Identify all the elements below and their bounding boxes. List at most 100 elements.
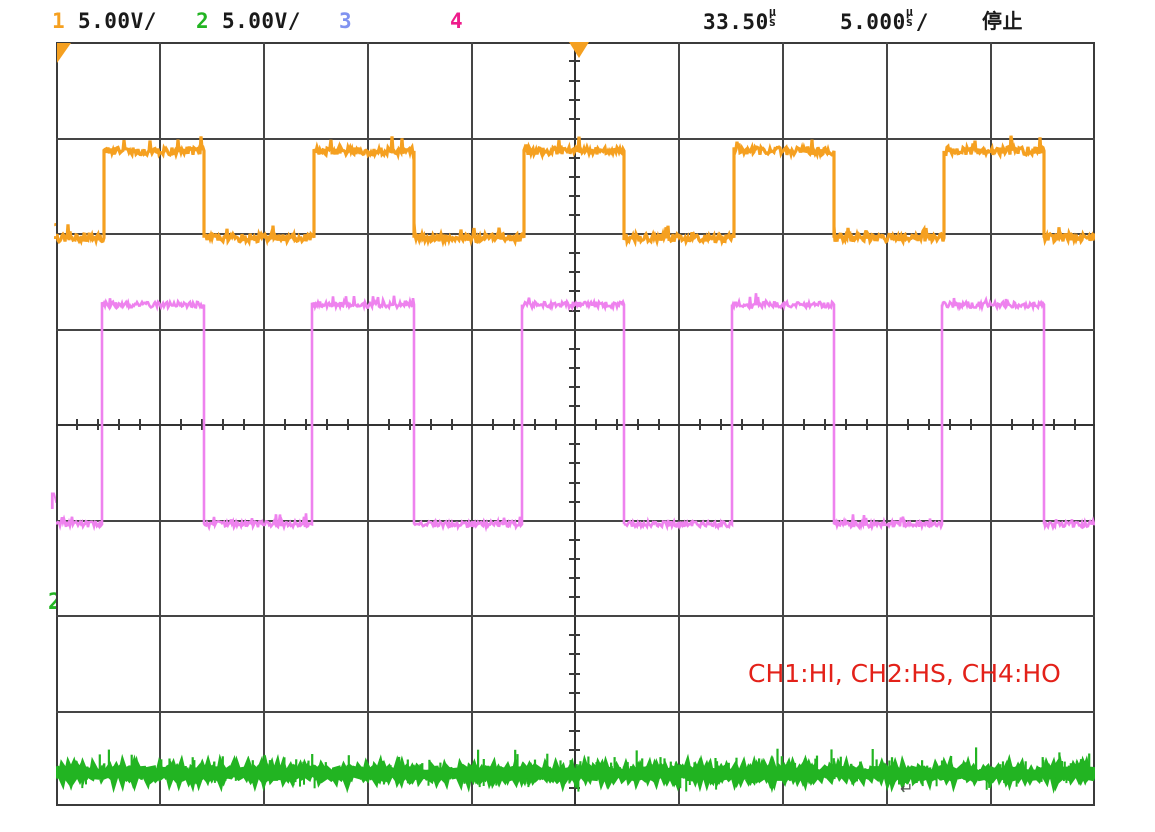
grid-tick-h — [907, 419, 909, 430]
grid-hline-center — [56, 424, 1095, 426]
grid-tick-h — [1032, 419, 1034, 430]
grid-tick-h — [347, 419, 349, 430]
acquisition-state-label[interactable]: 停止 — [982, 9, 1023, 33]
timebase-readout[interactable]: 5.000 μ s / — [840, 5, 929, 34]
grid-tick-h — [741, 419, 743, 430]
grid-tick-h — [222, 419, 224, 430]
grid-tick-h — [1011, 419, 1013, 430]
grid-tick-v — [569, 443, 580, 445]
ch2-trace[interactable] — [56, 747, 1095, 794]
grid-tick-h — [451, 419, 453, 430]
grid-tick-v — [569, 558, 580, 560]
grid-tick-h — [866, 419, 868, 430]
grid-tick-h — [555, 419, 557, 430]
grid-tick-h — [616, 419, 618, 430]
grid-tick-h — [409, 419, 411, 430]
grid-hline — [56, 138, 1095, 140]
ch2-number-label[interactable]: 2 — [196, 9, 210, 33]
grid-tick-h — [824, 419, 826, 430]
grid-tick-h — [492, 419, 494, 430]
grid-tick-h — [637, 419, 639, 430]
grid-tick-v — [569, 673, 580, 675]
per-division-slash: / — [915, 10, 929, 34]
grid-tick-v — [569, 99, 580, 101]
trigger-offset-corner-icon — [57, 43, 71, 63]
grid-hline — [56, 615, 1095, 617]
grid-tick-h — [1074, 419, 1076, 430]
grid-tick-v — [569, 214, 580, 216]
grid-tick-v — [569, 290, 580, 292]
grid-tick-v — [569, 195, 580, 197]
grid-tick-v — [569, 176, 580, 178]
grid-tick-v — [569, 310, 580, 312]
grid-tick-h — [118, 419, 120, 430]
grid-hline — [56, 233, 1095, 235]
grid-tick-v — [569, 386, 580, 388]
grid-tick-h — [658, 419, 660, 430]
grid-tick-h — [595, 419, 597, 430]
grid-tick-h — [201, 419, 203, 430]
grid-tick-h — [430, 419, 432, 430]
grid-tick-h — [534, 419, 536, 430]
grid-tick-v — [569, 60, 580, 62]
trigger-delay-value: 33.50 — [703, 10, 769, 34]
ch3-number-label[interactable]: 3 — [339, 9, 353, 33]
grid-tick-v — [569, 252, 580, 254]
grid-tick-v — [569, 118, 580, 120]
grid-tick-v — [569, 730, 580, 732]
grid-tick-h — [1053, 419, 1055, 430]
grid-tick-v — [569, 271, 580, 273]
trigger-position-marker-icon[interactable] — [569, 42, 589, 58]
grid-tick-h — [388, 419, 390, 430]
grid-tick-h — [76, 419, 78, 430]
grid-tick-v — [569, 367, 580, 369]
grid-tick-h — [513, 419, 515, 430]
grid-tick-h — [326, 419, 328, 430]
measurement-annotation-text: CH1:HI, CH2:HS, CH4:HO — [748, 659, 1061, 688]
return-glyph-icon: ↵ — [900, 779, 914, 798]
ch1-trace[interactable] — [56, 135, 1095, 248]
waveform-display-area[interactable]: NOVOSENSE 纳芯微电子 — [56, 42, 1095, 806]
grid-tick-h — [97, 419, 99, 430]
grid-tick-h — [720, 419, 722, 430]
grid-tick-v — [569, 501, 580, 503]
grid-tick-v — [569, 577, 580, 579]
timebase-value: 5.000 — [840, 10, 906, 34]
grid-tick-v — [569, 157, 580, 159]
grid-tick-h — [699, 419, 701, 430]
ch2-vertical-scale[interactable]: 5.00V/ — [222, 9, 301, 33]
grid-tick-h — [949, 419, 951, 430]
ch1-vertical-scale[interactable]: 5.00V/ — [78, 9, 157, 33]
grid-tick-h — [803, 419, 805, 430]
grid-tick-h — [305, 419, 307, 430]
ch4-math-trace[interactable] — [56, 293, 1095, 533]
grid-hline — [56, 711, 1095, 713]
grid-tick-v — [569, 634, 580, 636]
grid-tick-v — [569, 749, 580, 751]
grid-tick-v — [569, 787, 580, 789]
grid-tick-v — [569, 692, 580, 694]
grid-tick-h — [139, 419, 141, 430]
ch4-number-label[interactable]: 4 — [450, 9, 464, 33]
grid-tick-v — [569, 482, 580, 484]
grid-hline — [56, 329, 1095, 331]
grid-tick-h — [845, 419, 847, 430]
grid-tick-v — [569, 596, 580, 598]
ch1-number-label[interactable]: 1 — [52, 9, 66, 33]
waveform-traces — [56, 135, 1095, 794]
grid-tick-h — [762, 419, 764, 430]
grid-hline — [56, 520, 1095, 522]
trigger-delay-readout[interactable]: 33.50 μ s — [703, 5, 779, 34]
status-bar: 1 5.00V/ 2 5.00V/ 3 4 33.50 μ s 5.000 μ s / 停… — [0, 0, 1155, 41]
grid-tick-v — [569, 462, 580, 464]
grid-tick-v — [569, 405, 580, 407]
grid-tick-v — [569, 80, 580, 82]
grid-tick-v — [569, 539, 580, 541]
grid-tick-h — [970, 419, 972, 430]
grid-tick-h — [243, 419, 245, 430]
grid-tick-h — [284, 419, 286, 430]
grid-tick-v — [569, 348, 580, 350]
